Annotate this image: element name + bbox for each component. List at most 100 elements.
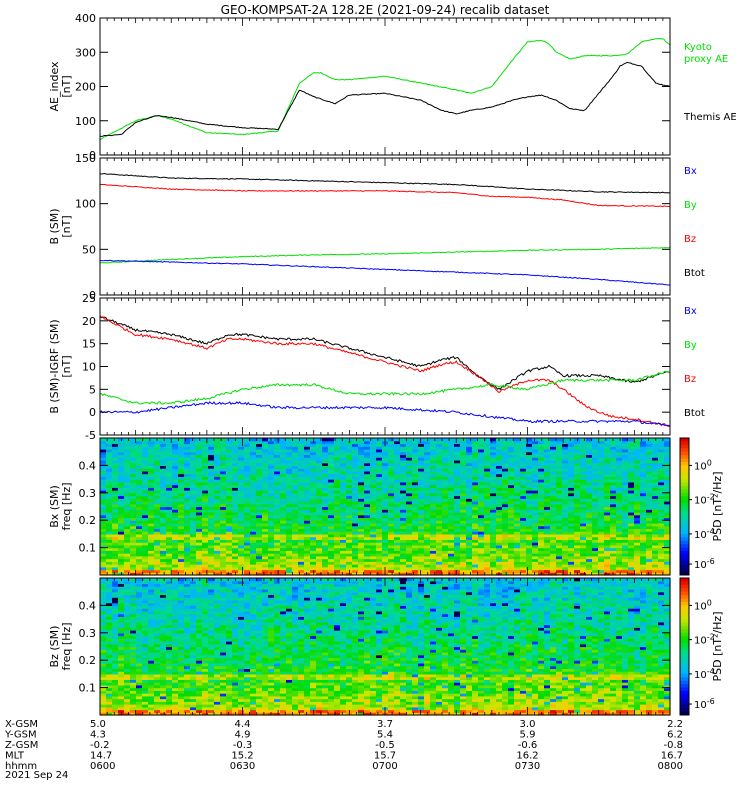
spectrogram-cell xyxy=(400,544,407,549)
spectrogram-cell xyxy=(178,553,185,557)
spectrogram-cell xyxy=(274,525,281,530)
spectrogram-cell xyxy=(346,448,353,453)
spectrogram-cell xyxy=(118,566,125,571)
spectrogram-cell xyxy=(346,451,353,456)
spectrogram-cell xyxy=(202,511,209,516)
spectrogram-cell xyxy=(316,479,323,483)
spectrogram-cell xyxy=(436,558,443,562)
spectrogram-cell xyxy=(220,443,227,447)
spectrogram-cell xyxy=(418,457,425,461)
spectrogram-cell xyxy=(430,479,437,483)
spectrogram-cell xyxy=(190,487,197,491)
spectrogram-cell xyxy=(214,553,221,557)
spectrogram-cell xyxy=(358,465,365,469)
spectrogram-cell xyxy=(430,555,437,560)
spectrogram-cell xyxy=(232,547,239,551)
spectrogram-cell xyxy=(370,451,377,456)
spectrogram-cell xyxy=(358,481,365,486)
spectrogram-cell xyxy=(232,566,239,571)
spectrogram-cell xyxy=(358,459,365,464)
spectrogram-cell xyxy=(340,501,347,505)
spectrogram-cell xyxy=(364,569,371,573)
spectrogram-cell xyxy=(286,531,293,535)
spectrogram-cell xyxy=(196,473,203,477)
spectrogram-cell xyxy=(274,448,281,453)
spectrogram-cell xyxy=(256,448,263,453)
spectrogram-cell xyxy=(178,487,185,491)
spectrogram-cell xyxy=(130,503,137,508)
spectrogram-cell xyxy=(418,536,425,540)
spectrogram-cell xyxy=(322,509,329,513)
spectrogram-cell xyxy=(418,533,425,538)
spectrogram-cell xyxy=(406,511,413,516)
spectrogram-cell xyxy=(418,443,425,447)
spectrogram-cell xyxy=(400,481,407,486)
legend-label: Bz xyxy=(684,234,696,245)
spectrogram-cell xyxy=(448,561,455,565)
spectrogram-cell xyxy=(304,564,311,568)
spectrogram-cell xyxy=(370,539,377,543)
spectrogram-cell xyxy=(112,520,119,524)
spectrogram-cell xyxy=(250,498,257,502)
spectrogram-cell xyxy=(316,511,323,516)
spectrogram-cell xyxy=(190,457,197,461)
spectrogram-cell xyxy=(142,473,149,477)
spectrogram-cell xyxy=(172,465,179,469)
spectrogram-cell xyxy=(190,520,197,524)
spectrogram-cell xyxy=(310,528,317,532)
spectrogram-cell xyxy=(346,506,353,510)
spectrogram-cell xyxy=(202,520,209,524)
spectrogram-cell xyxy=(442,569,449,573)
spectrogram-cell xyxy=(388,566,395,571)
spectrogram-cell xyxy=(310,514,317,519)
spectrogram-cell xyxy=(352,564,359,568)
spectrogram-cell xyxy=(412,569,419,573)
spectrogram-cell xyxy=(406,533,413,538)
spectrogram-cell xyxy=(394,564,401,568)
spectrogram-cell xyxy=(250,438,257,442)
spectrogram-cell xyxy=(274,506,281,510)
spectrogram-cell xyxy=(112,525,119,530)
spectrogram-cell xyxy=(226,547,233,551)
spectrogram-cell xyxy=(172,495,179,499)
spectrogram-cell xyxy=(196,536,203,540)
spectrogram-cell xyxy=(178,440,185,445)
spectrogram-cell xyxy=(382,509,389,513)
spectrogram-cell xyxy=(436,451,443,456)
spectrogram-cell xyxy=(292,470,299,475)
spectrogram-cell xyxy=(418,566,425,571)
spectrogram-cell xyxy=(352,484,359,488)
spectrogram-cell xyxy=(136,550,143,554)
spectrogram-cell xyxy=(106,501,113,505)
spectrogram-cell xyxy=(352,533,359,538)
spectrogram-cell xyxy=(100,558,107,562)
spectrogram-cell xyxy=(166,561,173,565)
spectrogram-cell xyxy=(100,520,107,524)
spectrogram-cell xyxy=(160,558,167,562)
spectrogram-cell xyxy=(124,438,131,442)
spectrogram-cell xyxy=(358,528,365,532)
spectrogram-cell xyxy=(226,564,233,568)
spectrogram-cell xyxy=(226,498,233,502)
spectrogram-cell xyxy=(298,533,305,538)
spectrogram-cell xyxy=(304,495,311,499)
spectrogram-cell xyxy=(232,440,239,445)
spectrogram-cell xyxy=(274,487,281,491)
spectrogram-cell xyxy=(172,555,179,560)
spectrogram-cell xyxy=(172,547,179,551)
spectrogram-cell xyxy=(268,443,275,447)
spectrogram-cell xyxy=(334,553,341,557)
spectrogram-cell xyxy=(166,550,173,554)
spectrogram-cell xyxy=(364,533,371,538)
spectrogram-cell xyxy=(388,539,395,543)
spectrogram-cell xyxy=(406,457,413,461)
spectrogram-cell xyxy=(400,440,407,445)
spectrogram-cell xyxy=(448,550,455,554)
spectrogram-cell xyxy=(196,533,203,538)
spectrogram-cell xyxy=(376,542,383,546)
spectrogram-cell xyxy=(118,533,125,538)
spectrogram-cell xyxy=(208,522,215,527)
spectrogram-cell xyxy=(238,533,245,538)
spectrogram-cell xyxy=(388,533,395,538)
spectrogram-cell xyxy=(160,544,167,549)
